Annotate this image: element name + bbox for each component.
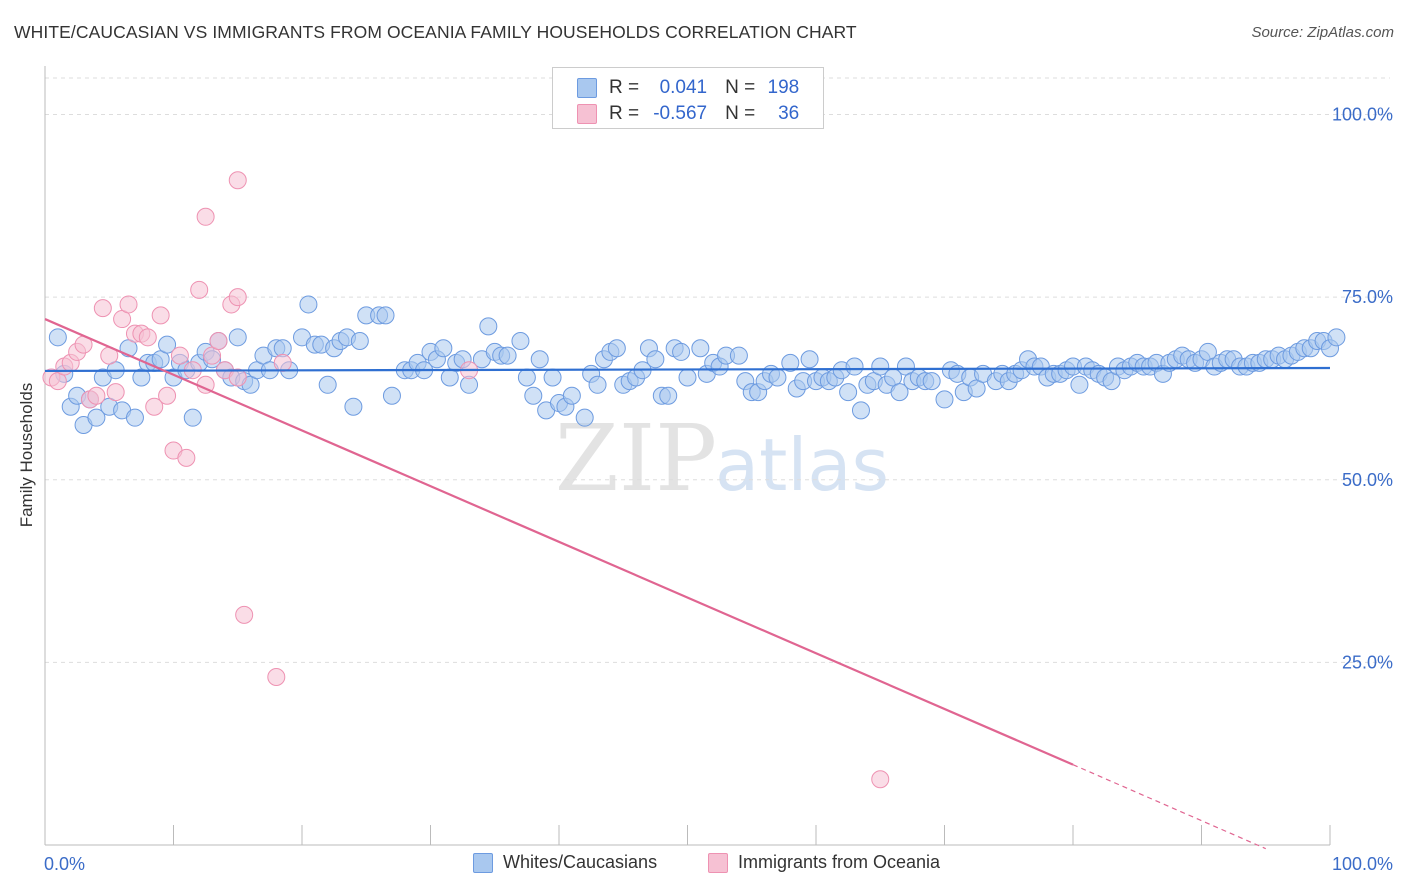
- whites-point: [871, 357, 890, 376]
- whites-point: [890, 383, 909, 402]
- whites-point: [125, 408, 144, 427]
- oceania-point: [158, 386, 177, 405]
- watermark-atlas: atlas: [715, 423, 889, 507]
- whites-point: [530, 350, 549, 369]
- series-swatch-blue: [473, 852, 493, 873]
- oceania-point: [273, 353, 292, 372]
- y-tick-label: 50.0%: [1342, 470, 1393, 490]
- oceania-point: [209, 331, 228, 350]
- whites-point: [922, 372, 941, 391]
- oceania-point: [871, 770, 890, 789]
- series-legend-oceania[interactable]: Immigrants from Oceania: [708, 852, 940, 873]
- x-tick-label-min: 0.0%: [44, 854, 85, 874]
- oceania-point: [119, 295, 138, 314]
- whites-point: [183, 408, 202, 427]
- whites-point: [344, 397, 363, 416]
- legend-swatch-blue: [577, 78, 597, 98]
- whites-point: [158, 335, 177, 354]
- oceania-point: [190, 280, 209, 299]
- oceania-point: [177, 448, 196, 467]
- legend-n-value: 198: [767, 77, 800, 98]
- legend-n-label: N =: [725, 77, 756, 98]
- whites-point: [768, 368, 787, 387]
- whites-point: [318, 375, 337, 394]
- whites-point: [511, 331, 530, 350]
- series-label-whites: Whites/Caucasians: [503, 852, 658, 872]
- whites-point: [845, 357, 864, 376]
- whites-point: [851, 401, 870, 420]
- whites-point: [479, 317, 498, 336]
- oceania-point: [145, 397, 164, 416]
- legend-swatch-pink: [577, 104, 597, 124]
- legend-r-value: -0.567: [653, 103, 708, 124]
- whites-point: [376, 306, 395, 325]
- whites-point: [543, 368, 562, 387]
- series-label-oceania: Immigrants from Oceania: [738, 852, 941, 872]
- whites-point: [382, 386, 401, 405]
- whites-point: [800, 350, 819, 369]
- oceania-point: [170, 346, 189, 365]
- whites-point: [935, 390, 954, 409]
- oceania-trendline-extension: [1072, 764, 1266, 850]
- legend-n-value: 36: [778, 103, 800, 124]
- whites-point: [659, 386, 678, 405]
- oceania-point: [87, 386, 106, 405]
- legend-r-label: R =: [609, 77, 640, 98]
- x-tick-label-max: 100.0%: [1332, 854, 1393, 874]
- whites-point: [672, 342, 691, 361]
- whites-point: [588, 375, 607, 394]
- whites-point: [646, 350, 665, 369]
- legend-r-value: 0.041: [659, 77, 708, 98]
- whites-point: [839, 383, 858, 402]
- series-swatch-pink: [708, 852, 728, 873]
- whites-point: [562, 386, 581, 405]
- y-tick-label: 25.0%: [1342, 652, 1393, 672]
- whites-trendline: [44, 366, 1331, 373]
- whites-point: [48, 328, 67, 347]
- whites-point: [678, 368, 697, 387]
- whites-point: [228, 328, 247, 347]
- oceania-point: [267, 667, 286, 686]
- oceania-trendline: [44, 318, 1074, 766]
- oceania-point: [228, 171, 247, 190]
- whites-point: [299, 295, 318, 314]
- whites-point: [607, 339, 626, 358]
- whites-point: [434, 339, 453, 358]
- source-label: Source: ZipAtlas.com: [1251, 24, 1394, 41]
- y-tick-label: 100.0%: [1332, 105, 1393, 125]
- whites-point: [524, 386, 543, 405]
- oceania-point: [228, 368, 247, 387]
- oceania-point: [93, 299, 112, 318]
- oceania-point: [196, 207, 215, 226]
- whites-point: [517, 368, 536, 387]
- whites-point: [575, 408, 594, 427]
- chart-title: WHITE/CAUCASIAN VS IMMIGRANTS FROM OCEAN…: [14, 22, 857, 42]
- legend-r-label: R =: [609, 103, 640, 124]
- oceania-point: [228, 288, 247, 307]
- whites-point: [781, 353, 800, 372]
- y-tick-label: 75.0%: [1342, 287, 1393, 307]
- whites-point: [87, 408, 106, 427]
- series-legend: Whites/Caucasians Immigrants from Oceani…: [0, 852, 1406, 878]
- series-legend-whites[interactable]: Whites/Caucasians: [473, 852, 657, 873]
- oceania-point: [151, 306, 170, 325]
- whites-point: [1327, 328, 1346, 347]
- whites-point: [498, 346, 517, 365]
- legend-row-oceania: R = -0.567 N = 36: [577, 102, 799, 126]
- oceania-point: [106, 383, 125, 402]
- whites-point: [691, 339, 710, 358]
- whites-point: [1070, 375, 1089, 394]
- oceania-point: [235, 605, 254, 624]
- whites-point: [729, 346, 748, 365]
- whites-point: [350, 331, 369, 350]
- correlation-legend: R = 0.041 N = 198 R = -0.567 N = 36: [552, 67, 824, 129]
- legend-n-label: N =: [725, 103, 756, 124]
- legend-row-whites: R = 0.041 N = 198: [577, 76, 799, 100]
- oceania-point: [138, 328, 157, 347]
